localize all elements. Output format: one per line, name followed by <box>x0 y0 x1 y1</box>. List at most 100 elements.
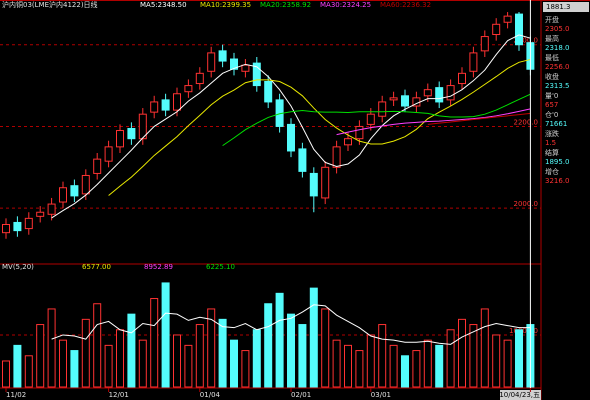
volume-bar <box>150 298 159 388</box>
volume-bar <box>366 334 375 388</box>
volume-bar <box>264 303 273 388</box>
candle-body <box>401 95 409 107</box>
volume-bar <box>59 339 67 388</box>
volume-bar <box>401 355 409 388</box>
volume-bar <box>423 339 432 388</box>
ma-line <box>427 112 531 125</box>
info-label: 增仓 <box>545 167 559 176</box>
candle-body <box>446 85 455 101</box>
candle-body <box>70 185 79 197</box>
candle-body <box>503 15 512 23</box>
volume-bar <box>435 344 444 388</box>
candle-body <box>309 172 318 197</box>
candle-body <box>287 123 295 152</box>
info-value: 657 <box>545 101 558 109</box>
candle-body <box>492 23 501 36</box>
legend-entry: MA10:2399.35 <box>200 1 251 9</box>
volume-bar <box>332 339 341 388</box>
volume-stat: 6225.10 <box>206 263 235 271</box>
legend-entry: MA20:2358.92 <box>260 1 311 9</box>
volume-bar <box>195 324 204 388</box>
info-label: 仓'0 <box>545 110 558 119</box>
volume-bar <box>252 329 261 388</box>
info-top-box <box>543 2 589 12</box>
volume-bar <box>36 324 45 388</box>
info-value: 2318.0 <box>545 44 570 52</box>
candle-body <box>515 13 523 46</box>
volume-bar <box>446 329 455 388</box>
x-tick-label: 03/01 <box>371 391 391 399</box>
volume-bar <box>104 344 113 388</box>
chart-title: 沪内铜03(LME沪内4122)日线 <box>2 0 98 9</box>
info-label: 涨跌 <box>545 129 559 138</box>
volume-bar <box>70 350 79 388</box>
volume-bar <box>515 329 523 388</box>
info-label: 量'0 <box>545 92 558 100</box>
volume-bar <box>207 308 216 388</box>
volume-bar <box>287 313 295 388</box>
volume-bar <box>230 339 238 388</box>
volume-bar <box>298 324 307 388</box>
candle-body <box>127 127 136 140</box>
info-value: 2256.0 <box>545 63 570 71</box>
volume-bar <box>469 324 478 388</box>
info-top: 1881.3 <box>546 3 571 11</box>
candle-body <box>355 125 364 140</box>
y-tick-label: 2400.0 <box>514 37 539 45</box>
candle-body <box>116 130 124 148</box>
volume-bar <box>138 339 147 388</box>
volume-bar <box>241 350 250 388</box>
volume-bar <box>309 287 318 388</box>
volume-bar <box>2 360 10 388</box>
info-label: 最高 <box>545 34 559 43</box>
candle-body <box>81 174 90 195</box>
volume-bar <box>378 324 387 388</box>
info-value: 2313.5 <box>545 82 570 90</box>
volume-bar <box>389 344 398 388</box>
volume-bar <box>458 318 466 388</box>
candle-body <box>161 99 170 111</box>
info-label: 最低 <box>545 53 559 62</box>
x-tick-label: 01/04 <box>200 391 221 399</box>
info-value: 1895.0 <box>545 158 570 166</box>
candle-body <box>423 89 432 97</box>
volume-bar <box>492 334 501 388</box>
volume-label: MV(5,20) <box>2 263 34 271</box>
candle-body <box>458 72 466 85</box>
volume-bar <box>127 313 136 388</box>
candle-body <box>2 223 10 234</box>
candle-body <box>13 221 22 232</box>
volume-bar <box>184 344 193 388</box>
info-label: 结算 <box>545 148 559 157</box>
candle-body <box>241 64 250 72</box>
legend-entry: MA60:2236.32 <box>380 1 431 9</box>
info-label: 收盘 <box>545 72 559 81</box>
ma-line <box>51 34 531 219</box>
x-tick-label: 2010/04/23,五 <box>490 391 540 399</box>
volume-bar <box>321 308 330 388</box>
volume-ma-line <box>51 304 531 345</box>
candle-body <box>207 52 216 72</box>
candle-body <box>378 101 387 117</box>
candle-body <box>59 187 67 203</box>
x-tick-label: 12/01 <box>109 391 129 399</box>
date-highlight <box>500 390 541 400</box>
ma-line <box>108 58 531 196</box>
y-tick-label: 10000.0 <box>509 327 538 335</box>
y-tick-label: 2000.0 <box>514 200 539 208</box>
info-label: 开盘 <box>545 15 559 24</box>
volume-bar <box>503 339 512 388</box>
volume-stat: 6577.00 <box>82 263 111 271</box>
candle-body <box>218 50 227 62</box>
candle-body <box>36 211 45 217</box>
x-tick-label: 11/02 <box>6 391 26 399</box>
candle-body <box>298 148 307 172</box>
candle-body <box>389 97 398 101</box>
volume-bar <box>412 350 421 388</box>
candle-body <box>435 87 444 103</box>
legend-entry: MA30:2324.25 <box>320 1 371 9</box>
volume-bar <box>81 318 90 388</box>
volume-bar <box>93 303 102 388</box>
volume-bar <box>24 355 33 388</box>
